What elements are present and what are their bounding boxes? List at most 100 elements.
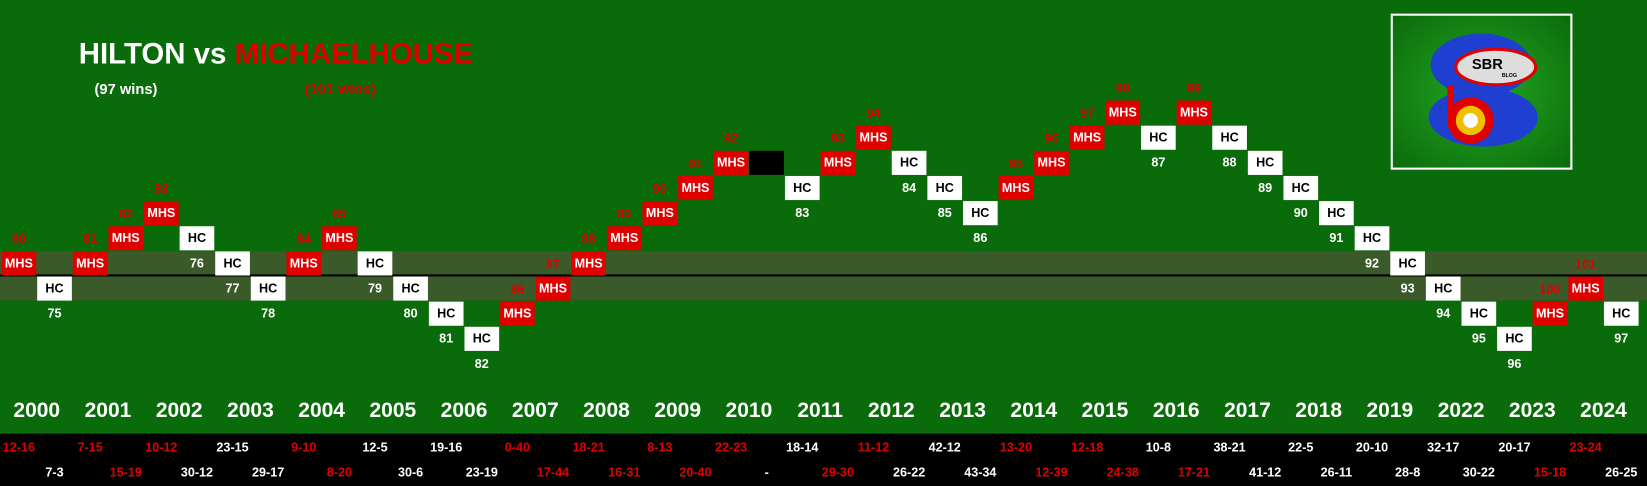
score: 17-21 <box>1178 466 1210 480</box>
result-cell <box>1425 276 1461 301</box>
win-count: 95 <box>1009 157 1023 171</box>
win-count: 86 <box>510 282 524 296</box>
score: 12-16 <box>3 441 35 455</box>
win-count: 89 <box>1258 181 1272 195</box>
win-count: 76 <box>190 256 204 270</box>
year-label: 2018 <box>1295 399 1342 422</box>
year-label: 2023 <box>1509 399 1556 422</box>
result-cell <box>464 326 500 351</box>
score: 20-40 <box>679 466 711 480</box>
score: 18-21 <box>573 441 605 455</box>
result-cell <box>428 301 464 326</box>
year-label: 2010 <box>726 399 773 422</box>
score: 26-22 <box>893 466 925 480</box>
result-cell <box>1141 125 1176 150</box>
win-count: 89 <box>617 207 631 221</box>
win-count: 75 <box>48 307 62 321</box>
score: 7-15 <box>78 441 103 455</box>
result-cell <box>1247 150 1283 175</box>
win-count: 88 <box>1223 156 1237 170</box>
result-cell <box>144 201 179 226</box>
win-count: 95 <box>1472 332 1486 346</box>
team-label: HC <box>1327 206 1345 220</box>
score: 43-34 <box>964 466 996 480</box>
score: 15-18 <box>1534 466 1566 480</box>
result-cell <box>1603 301 1639 326</box>
score: 42-12 <box>929 441 961 455</box>
result-cell <box>37 276 72 301</box>
result-cell <box>784 175 820 201</box>
result-cell <box>642 201 678 226</box>
score: 16-31 <box>608 466 640 480</box>
win-count: 84 <box>902 181 916 195</box>
win-count: 100 <box>1540 282 1561 296</box>
win-count: 91 <box>688 157 702 171</box>
score: 23-15 <box>216 441 248 455</box>
win-count: 80 <box>12 232 26 246</box>
team-label: MHS <box>1038 156 1066 170</box>
score: 12-18 <box>1071 441 1103 455</box>
win-count: 81 <box>439 332 453 346</box>
win-count: 85 <box>938 206 952 220</box>
win-count: 79 <box>368 281 382 295</box>
result-cell <box>108 226 144 251</box>
result-cell <box>250 276 286 301</box>
score: 30-12 <box>181 466 213 480</box>
result-cell <box>286 251 322 276</box>
result-cell <box>891 150 927 175</box>
team-label: MHS <box>575 256 603 270</box>
score: 13-20 <box>1000 441 1032 455</box>
home-title: HILTON <box>79 37 186 70</box>
win-count: 80 <box>404 307 418 321</box>
score: 18-14 <box>786 441 818 455</box>
score: 12-39 <box>1035 466 1067 480</box>
team-label: HC <box>1363 231 1381 245</box>
win-count: 90 <box>1294 206 1308 220</box>
results: MHS 80 12-16 HC 75 7-3 MHS 81 7-15 MHS 82 15-19 MHS 8… <box>1 81 1639 480</box>
year-label: 2011 <box>797 399 843 422</box>
team-label: MHS <box>1536 307 1564 321</box>
team-label: HC <box>259 281 277 295</box>
year-label: 2015 <box>1082 399 1129 422</box>
result-cell <box>571 251 606 276</box>
score: 12-5 <box>362 441 387 455</box>
year-label: 2012 <box>868 399 915 422</box>
team-label: HC <box>223 256 241 270</box>
score: 29-30 <box>822 466 854 480</box>
team-label: HC <box>793 181 811 195</box>
score-strip <box>0 433 1647 486</box>
result-cell <box>713 150 749 175</box>
result-cell <box>179 226 215 251</box>
score: 11-12 <box>858 441 890 455</box>
win-count: 86 <box>973 231 987 245</box>
year-label: 2005 <box>369 399 416 422</box>
away-title: MICHAELHOUSE <box>235 37 473 70</box>
result-cell <box>1461 301 1497 326</box>
team-label: HC <box>1220 131 1238 145</box>
result-cell <box>962 201 998 226</box>
team-label: MHS <box>1109 105 1137 119</box>
score: 22-5 <box>1288 441 1313 455</box>
score: 9-10 <box>291 441 316 455</box>
result-cell <box>72 251 108 276</box>
score: 15-19 <box>110 466 142 480</box>
team-label: MHS <box>646 206 674 220</box>
year-label: 2006 <box>441 399 488 422</box>
result-cell <box>1532 301 1568 326</box>
year-label: 2004 <box>298 399 345 422</box>
home-wins: (97 wins) <box>95 82 158 98</box>
year-label: 2000 <box>13 399 60 422</box>
win-count: 87 <box>1151 156 1165 170</box>
result-cell <box>1212 125 1247 150</box>
result-cell <box>1283 175 1319 201</box>
result-cell <box>1105 100 1141 125</box>
team-label: MHS <box>610 231 638 245</box>
win-count: 98 <box>1116 81 1130 95</box>
year-label: 2001 <box>85 399 132 422</box>
score: 20-10 <box>1356 441 1388 455</box>
team-label: HC <box>1612 307 1630 321</box>
logo: SBR BLOG <box>1390 13 1573 170</box>
team-label: HC <box>900 156 918 170</box>
